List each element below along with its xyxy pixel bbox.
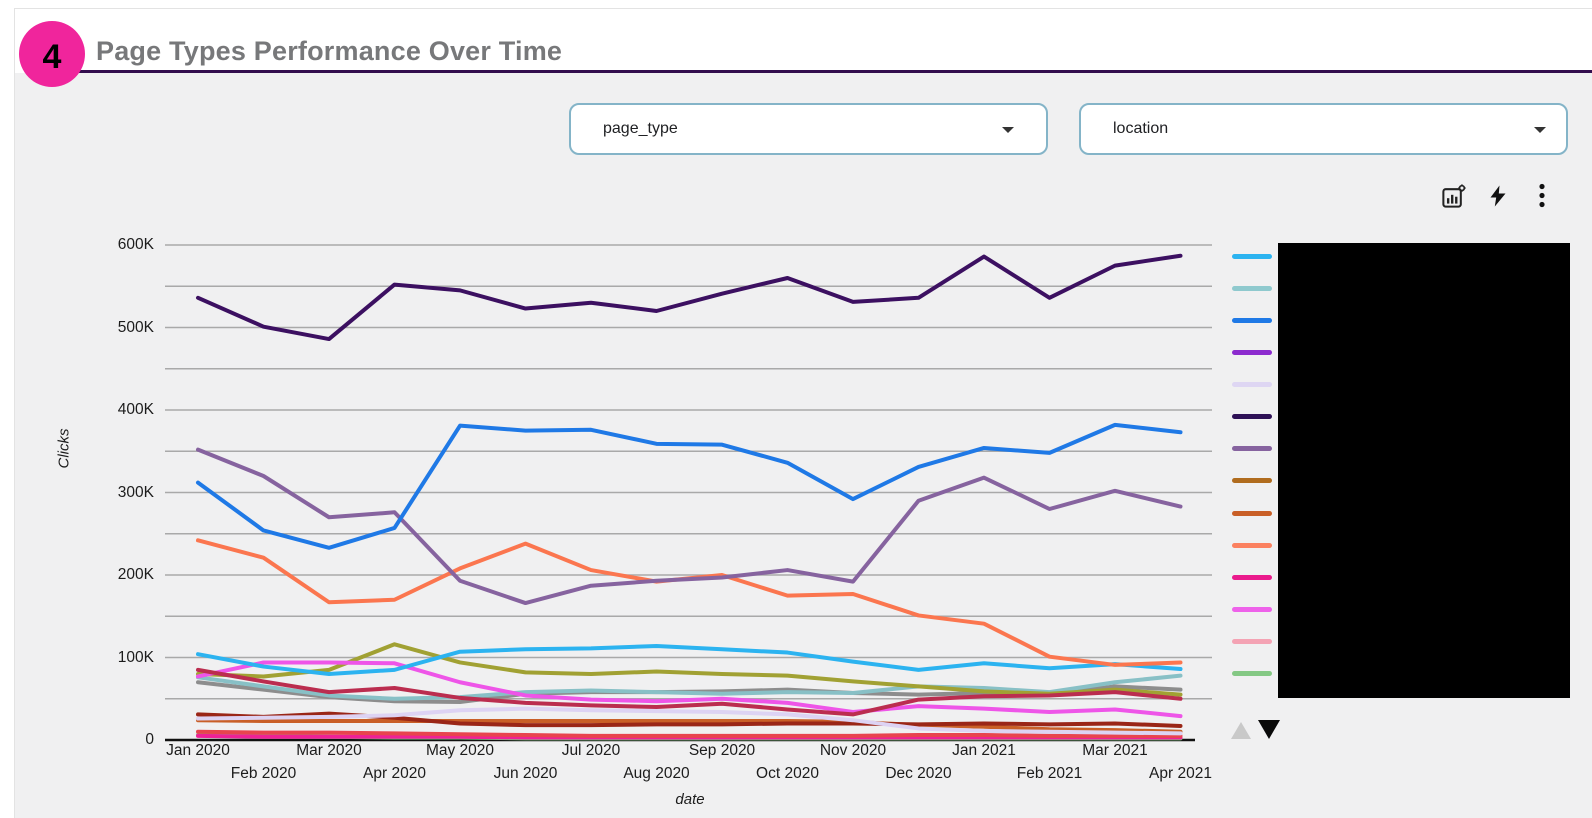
legend-swatch[interactable] xyxy=(1232,574,1272,580)
x-tick-label: Feb 2021 xyxy=(1016,765,1083,782)
legend-swatch[interactable] xyxy=(1232,382,1272,388)
legend-swatch[interactable] xyxy=(1232,318,1272,324)
legend-swatch[interactable] xyxy=(1232,254,1272,259)
x-tick-label: Aug 2020 xyxy=(623,765,690,782)
x-tick-label: Oct 2020 xyxy=(756,765,819,782)
legend-swatch[interactable] xyxy=(1232,414,1272,420)
header-divider xyxy=(30,70,1592,73)
x-tick-label: Jul 2020 xyxy=(561,742,621,759)
legend-swatch[interactable] xyxy=(1232,478,1272,484)
chart-toolbar xyxy=(1440,180,1560,212)
x-tick-label: Jun 2020 xyxy=(493,765,558,782)
more-options-icon[interactable] xyxy=(1528,183,1555,210)
x-tick-label: Feb 2020 xyxy=(230,765,297,782)
series-orchid-line[interactable] xyxy=(196,660,1183,719)
card-top-border xyxy=(14,8,1592,9)
legend-swatch[interactable] xyxy=(1232,510,1272,516)
legend-swatch[interactable] xyxy=(1232,446,1272,452)
series-sky-blue-line[interactable] xyxy=(196,643,1183,676)
y-tick-label: 0 xyxy=(145,731,154,748)
series-lavender-line[interactable] xyxy=(196,706,1183,736)
legend-redaction-box xyxy=(1278,243,1570,698)
legend-swatch[interactable] xyxy=(1232,350,1272,356)
legend-swatch[interactable] xyxy=(1232,286,1272,292)
series-olive-line[interactable] xyxy=(196,642,1183,697)
x-tick-label: Jan 2020 xyxy=(166,742,230,759)
series-blue-line[interactable] xyxy=(196,422,1183,550)
x-tick-label: Mar 2020 xyxy=(296,742,362,759)
legend-page-down-arrow[interactable] xyxy=(1258,720,1280,739)
x-tick-label: Apr 2021 xyxy=(1149,765,1212,782)
x-tick-label: May 2020 xyxy=(425,742,495,759)
x-tick-label: Apr 2020 xyxy=(363,765,426,782)
legend-page-up-arrow[interactable] xyxy=(1231,722,1251,739)
x-tick-label: Dec 2020 xyxy=(885,765,952,782)
chevron-down-icon xyxy=(1534,127,1546,133)
y-tick-label: 500K xyxy=(117,318,154,336)
x-tick-label: Jan 2021 xyxy=(952,742,1016,759)
filter-label: location xyxy=(1113,120,1169,137)
legend-swatch[interactable] xyxy=(1232,542,1272,548)
filter-label: page_type xyxy=(603,120,678,137)
series-teal-line[interactable] xyxy=(196,673,1183,701)
y-tick-label: 200K xyxy=(117,566,154,583)
chevron-down-icon xyxy=(1002,127,1014,133)
page-title: Page Types Performance Over Time xyxy=(96,36,563,66)
quick-action-icon[interactable] xyxy=(1484,183,1511,210)
chart-settings-icon[interactable] xyxy=(1440,183,1467,210)
y-tick-label: 400K xyxy=(117,401,154,418)
series-red-line[interactable] xyxy=(196,729,1183,738)
series-crimson-line[interactable] xyxy=(196,667,1183,717)
page-number-badge: 4 xyxy=(19,21,85,87)
card-left-border xyxy=(14,8,15,818)
legend-swatch[interactable] xyxy=(1232,638,1272,644)
page-number: 4 xyxy=(42,37,62,76)
filter-control-page-type[interactable]: page_type xyxy=(569,103,1048,155)
series-muted-purple-line[interactable] xyxy=(196,447,1183,606)
y-axis-title: Clicks xyxy=(55,428,73,469)
series-dark-violet-line[interactable] xyxy=(196,253,1183,342)
filter-control-location[interactable]: location xyxy=(1079,103,1568,155)
x-axis-title: date xyxy=(675,791,705,808)
y-tick-label: 600K xyxy=(117,236,154,253)
legend-swatch[interactable] xyxy=(1232,606,1272,612)
x-tick-label: Nov 2020 xyxy=(819,742,887,759)
legend-swatch[interactable] xyxy=(1232,670,1272,676)
y-tick-label: 300K xyxy=(117,483,154,501)
x-tick-label: Sep 2020 xyxy=(688,742,756,759)
series-orange-brown-line[interactable] xyxy=(196,718,1183,734)
y-tick-label: 100K xyxy=(117,648,154,666)
x-tick-label: Mar 2021 xyxy=(1082,742,1148,759)
